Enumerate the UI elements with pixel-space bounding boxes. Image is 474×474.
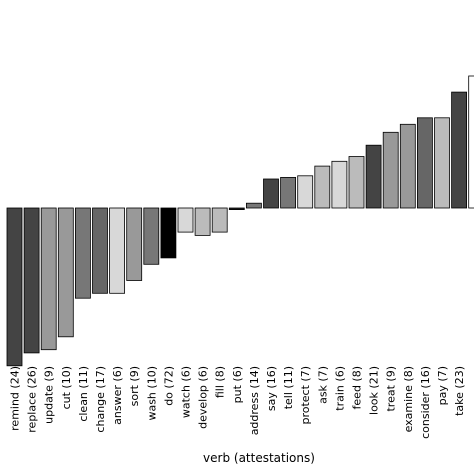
bar-18 <box>314 165 331 209</box>
bar-1 <box>23 207 40 354</box>
tick-label-13: put (6) <box>231 366 244 403</box>
tick-label-22: treat (9) <box>385 366 398 412</box>
bar-14 <box>245 202 262 209</box>
bar-2 <box>40 207 57 351</box>
bar-17 <box>297 175 314 209</box>
tick-label-2: update (9) <box>43 366 56 424</box>
tick-label-10: watch (6) <box>180 366 193 418</box>
bar-26 <box>451 91 468 209</box>
bar-6 <box>109 207 125 294</box>
x-axis-title: verb (attestations) <box>203 451 315 465</box>
tick-label-18: ask (7) <box>316 366 329 404</box>
bar-25 <box>434 117 450 209</box>
tick-label-26: take (23) <box>453 366 466 416</box>
bar-20 <box>348 156 365 209</box>
tick-label-0: remind (24) <box>9 366 22 431</box>
bar-partial <box>468 75 474 209</box>
tick-label-23: examine (8) <box>402 366 415 432</box>
tick-label-16: tell (11) <box>282 366 295 409</box>
tick-label-14: address (14) <box>248 366 261 435</box>
bar-4 <box>75 207 91 299</box>
bar-13 <box>228 207 245 211</box>
bar-15 <box>263 178 279 209</box>
bar-8 <box>143 207 160 265</box>
tick-label-7: sort (9) <box>128 366 141 406</box>
bar-19 <box>331 160 348 209</box>
bar-21 <box>365 144 382 209</box>
bar-24 <box>416 117 433 209</box>
bar-9 <box>160 207 177 259</box>
x-tick-labels: remind (24) replace (26) update (9) cut (10… <box>9 366 467 439</box>
tick-label-5: change (17) <box>94 366 107 433</box>
bar-22 <box>382 131 399 209</box>
tick-label-24: consider (16) <box>419 366 432 439</box>
bars-group <box>6 75 474 367</box>
tick-label-12: fill (8) <box>214 366 227 398</box>
tick-label-9: do (72) <box>162 366 175 406</box>
tick-label-25: pay (7) <box>436 366 449 405</box>
bar-7 <box>126 207 143 281</box>
tick-label-6: answer (6) <box>111 366 124 425</box>
bar-3 <box>57 207 74 338</box>
tick-label-20: feed (8) <box>351 366 364 409</box>
tick-label-15: say (16) <box>265 366 278 411</box>
bar-10 <box>177 207 194 233</box>
bar-12 <box>211 207 228 233</box>
tick-label-11: develop (6) <box>197 366 210 429</box>
tick-label-19: train (6) <box>333 366 346 411</box>
tick-label-8: wash (10) <box>145 366 158 421</box>
bar-11 <box>194 207 211 236</box>
bar-0 <box>6 207 23 367</box>
bar-5 <box>92 207 108 294</box>
tick-label-4: clean (11) <box>77 366 90 422</box>
tick-label-1: replace (26) <box>26 366 39 433</box>
tick-label-21: look (21) <box>368 366 381 415</box>
bar-16 <box>280 176 297 209</box>
bar-23 <box>399 123 416 209</box>
tick-label-17: protect (7) <box>299 366 312 425</box>
tick-label-3: cut (10) <box>60 366 73 409</box>
